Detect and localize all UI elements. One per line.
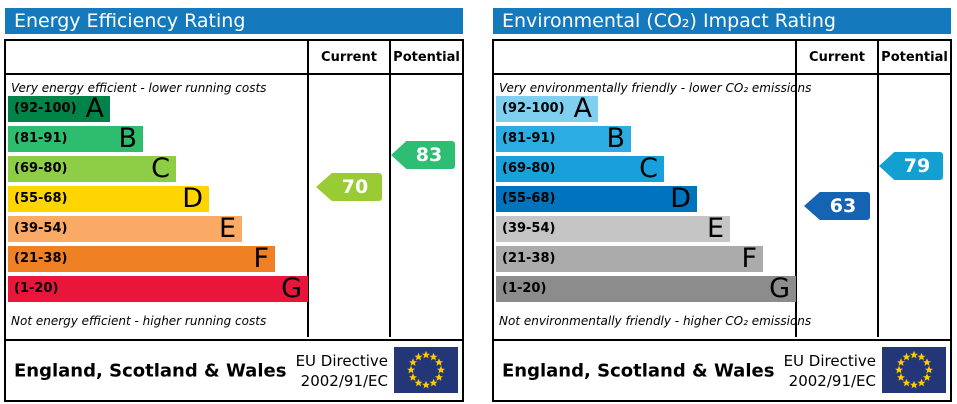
rating-band-c: (69-80) C <box>496 152 664 184</box>
current-rating-arrow: 63 <box>804 192 870 220</box>
rating-band-g: (1-20) G <box>8 272 308 304</box>
rating-band-f: (21-38) F <box>496 242 763 274</box>
band-range-label: (81-91) <box>14 131 68 146</box>
potential-column-header: Potential <box>881 49 948 65</box>
bottom-caption: Not energy efficient - higher running co… <box>11 314 267 328</box>
potential-column-header: Potential <box>393 49 460 65</box>
current-column-header: Current <box>809 49 865 65</box>
rating-band-e: (39-54) E <box>8 212 242 244</box>
rating-band-b: (81-91) B <box>496 122 631 154</box>
band-letter: C <box>151 152 170 184</box>
header-divider <box>6 73 462 75</box>
band-letter: E <box>218 212 236 244</box>
band-range-label: (92-100) <box>14 101 77 116</box>
band-range-label: (39-54) <box>14 221 68 236</box>
eu-flag-icon <box>394 347 458 393</box>
rating-band-a: (92-100) A <box>8 92 110 124</box>
band-range-label: (69-80) <box>14 161 68 176</box>
region-label: England, Scotland & Wales <box>14 360 287 381</box>
panel-title: Environmental (CO₂) Impact Rating <box>493 8 951 34</box>
eu-flag-icon <box>882 347 946 393</box>
band-range-label: (1-20) <box>502 281 547 296</box>
band-letter: G <box>281 272 302 304</box>
header-divider <box>494 73 950 75</box>
eu-directive-label: EU Directive 2002/91/EC <box>295 351 388 390</box>
rating-table: Current Potential Very energy efficient … <box>4 39 464 402</box>
potential-rating-value: 83 <box>415 144 443 166</box>
band-range-label: (81-91) <box>502 131 556 146</box>
band-letter: F <box>741 242 757 274</box>
band-range-label: (92-100) <box>502 101 565 116</box>
region-label: England, Scotland & Wales <box>502 360 775 381</box>
band-range-label: (1-20) <box>14 281 59 296</box>
band-range-label: (55-68) <box>502 191 556 206</box>
column-divider <box>795 41 797 337</box>
band-range-label: (55-68) <box>14 191 68 206</box>
band-letter: D <box>670 182 691 214</box>
current-rating-value: 63 <box>829 195 857 217</box>
rating-band-d: (55-68) D <box>8 182 209 214</box>
band-letter: G <box>769 272 790 304</box>
rating-band-c: (69-80) C <box>8 152 176 184</box>
footer-row: England, Scotland & Wales EU Directive 2… <box>6 339 462 400</box>
rating-band-d: (55-68) D <box>496 182 697 214</box>
band-letter: B <box>118 122 137 154</box>
eu-directive-label: EU Directive 2002/91/EC <box>783 351 876 390</box>
rating-band-g: (1-20) G <box>496 272 796 304</box>
band-letter: E <box>706 212 724 244</box>
band-letter: F <box>253 242 269 274</box>
environmental-impact-panel: Environmental (CO₂) Impact Rating Curren… <box>492 0 952 404</box>
current-column-header: Current <box>321 49 377 65</box>
panel-title: Energy Efficiency Rating <box>5 8 463 34</box>
top-caption: Very energy efficient - lower running co… <box>11 81 267 95</box>
energy-efficiency-panel: Energy Efficiency Rating Current Potenti… <box>4 0 464 404</box>
band-range-label: (21-38) <box>14 251 68 266</box>
rating-band-a: (92-100) A <box>496 92 598 124</box>
rating-table: Current Potential Very environmentally f… <box>492 39 952 402</box>
potential-rating-value: 79 <box>903 155 931 177</box>
rating-band-e: (39-54) E <box>496 212 730 244</box>
bottom-caption: Not environmentally friendly - higher CO… <box>499 314 812 328</box>
current-rating-arrow: 70 <box>316 173 382 201</box>
top-caption: Very environmentally friendly - lower CO… <box>499 81 812 95</box>
current-rating-value: 70 <box>341 176 369 198</box>
column-divider <box>389 41 391 337</box>
band-letter: C <box>639 152 658 184</box>
band-letter: D <box>182 182 203 214</box>
column-divider <box>307 41 309 337</box>
band-range-label: (39-54) <box>502 221 556 236</box>
rating-band-f: (21-38) F <box>8 242 275 274</box>
band-letter: B <box>606 122 625 154</box>
footer-row: England, Scotland & Wales EU Directive 2… <box>494 339 950 400</box>
band-range-label: (21-38) <box>502 251 556 266</box>
potential-rating-arrow: 79 <box>879 152 943 180</box>
potential-rating-arrow: 83 <box>391 141 455 169</box>
band-letter: A <box>573 92 592 124</box>
rating-band-b: (81-91) B <box>8 122 143 154</box>
column-divider <box>877 41 879 337</box>
band-letter: A <box>85 92 104 124</box>
band-range-label: (69-80) <box>502 161 556 176</box>
